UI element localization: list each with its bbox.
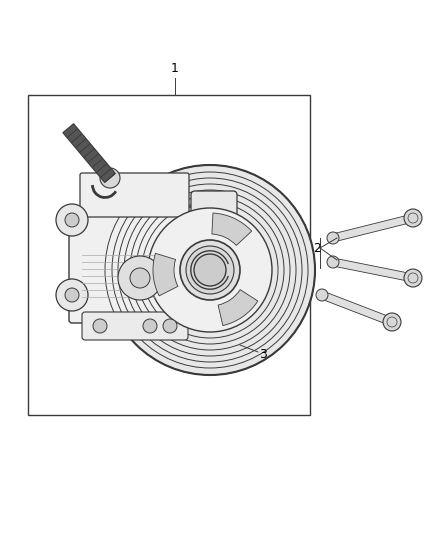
Polygon shape — [332, 258, 414, 282]
FancyBboxPatch shape — [80, 173, 189, 217]
Circle shape — [148, 208, 272, 332]
Text: 3: 3 — [259, 349, 267, 361]
Circle shape — [194, 254, 226, 286]
Circle shape — [404, 269, 422, 287]
Circle shape — [186, 246, 234, 294]
Circle shape — [404, 209, 422, 227]
Polygon shape — [332, 214, 414, 242]
Wedge shape — [153, 253, 178, 296]
FancyBboxPatch shape — [181, 241, 224, 274]
Circle shape — [316, 289, 328, 301]
Circle shape — [327, 256, 339, 268]
Circle shape — [105, 165, 315, 375]
Circle shape — [383, 313, 401, 331]
Circle shape — [65, 288, 79, 302]
Circle shape — [93, 319, 107, 333]
Text: 2: 2 — [313, 241, 321, 254]
Circle shape — [100, 168, 120, 188]
Circle shape — [163, 319, 177, 333]
FancyBboxPatch shape — [82, 312, 188, 340]
FancyBboxPatch shape — [191, 191, 237, 227]
Circle shape — [327, 232, 339, 244]
Bar — [28, 95, 310, 415]
Text: 1: 1 — [171, 61, 179, 75]
Wedge shape — [212, 213, 252, 246]
Circle shape — [65, 213, 79, 227]
FancyBboxPatch shape — [69, 207, 200, 323]
Circle shape — [180, 240, 240, 300]
Circle shape — [143, 319, 157, 333]
Circle shape — [56, 204, 88, 236]
Polygon shape — [63, 124, 115, 182]
Circle shape — [118, 256, 162, 300]
Wedge shape — [218, 289, 258, 326]
Circle shape — [56, 279, 88, 311]
Circle shape — [130, 268, 150, 288]
Polygon shape — [321, 291, 393, 326]
